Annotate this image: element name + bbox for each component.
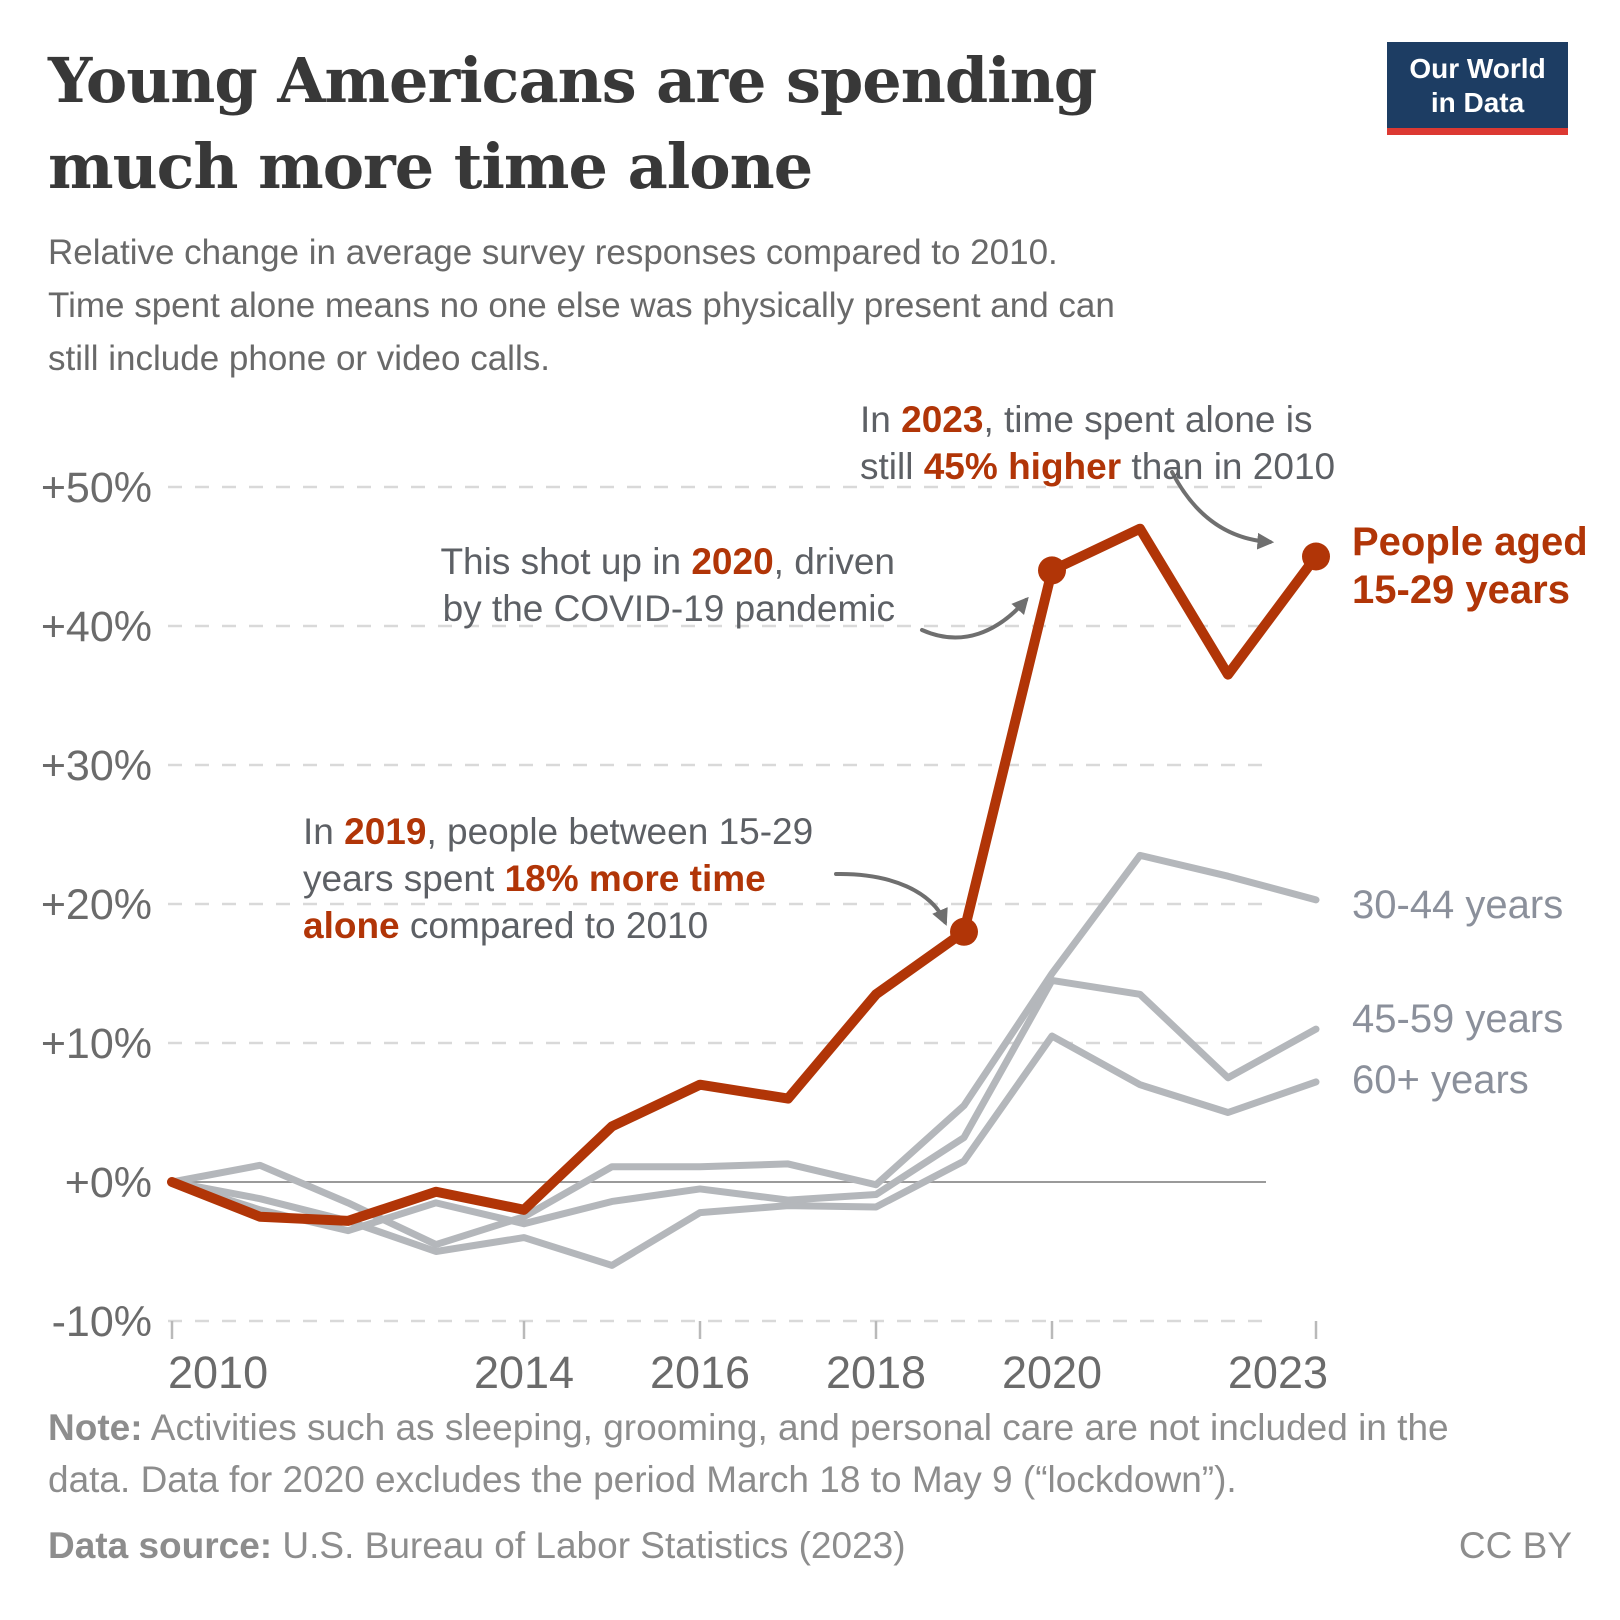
title-line-1: Young Americans are spending — [48, 44, 1097, 117]
x-tick-label-2023: 2023 — [1228, 1347, 1328, 1398]
series-label-60plus: 60+ years — [1352, 1058, 1529, 1102]
x-axis-ticks: 2010 2014 2016 2018 2020 2023 — [168, 1321, 1328, 1398]
annotation-arrows — [834, 470, 1275, 926]
emphasized-text: 2019 — [344, 811, 427, 852]
plain-text: In — [860, 399, 902, 440]
line-60-years — [168, 1032, 1320, 1269]
owid-logo: Our World in Data — [1387, 42, 1568, 135]
plain-text: than in 2010 — [1121, 446, 1336, 487]
data-point-2023 — [1302, 542, 1330, 571]
y-tick-label-+40%: +40% — [41, 603, 152, 651]
plain-text: Activities such as sleeping, grooming, a… — [48, 1407, 1449, 1500]
line-30-44-years — [168, 851, 1320, 1249]
annotation-2023: In 2023, time spent alone is still 45% h… — [860, 396, 1335, 490]
highlight-dots — [950, 542, 1330, 946]
y-tick-label--10%: -10% — [52, 1298, 152, 1346]
y-tick-label-+0%: +0% — [65, 1159, 152, 1207]
data-point-2020 — [1038, 556, 1066, 585]
series-label-15-29: People aged 15-29 years — [1352, 518, 1588, 614]
arrow-to-2020-point — [920, 596, 1029, 640]
owid-logo-line-2: in Data — [1430, 87, 1525, 118]
plain-text: This shot up in — [440, 541, 692, 582]
subtitle-line-1: Relative change in average survey respon… — [48, 233, 1058, 272]
y-tick-label-+20%: +20% — [41, 881, 152, 929]
emphasized-text: 18% more time alone — [303, 858, 766, 946]
subtitle-line-3: still include phone or video calls. — [48, 339, 550, 378]
emphasized-text: 45% higher — [923, 446, 1122, 487]
plain-text: , people between 15-29 years spent — [303, 811, 814, 899]
series-label-45-59: 45-59 years — [1352, 997, 1564, 1041]
y-tick-label-+10%: +10% — [41, 1020, 152, 1068]
x-tick-label-2020: 2020 — [1002, 1347, 1102, 1398]
subtitle-line-2: Time spent alone means no one else was p… — [48, 286, 1115, 325]
emphasized-text: 2020 — [691, 541, 774, 582]
title-line-2: much more time alone — [48, 130, 813, 203]
y-axis-labels: +50% +40% +30% +20% +10% +0% -10% — [41, 464, 152, 1346]
line-45-59-years — [168, 976, 1320, 1235]
y-tick-label-+50%: +50% — [41, 464, 152, 512]
page-title: Young Americans are spending much more t… — [48, 38, 1097, 210]
plain-text: , driven by the COVID-19 pandemic — [442, 541, 895, 629]
emphasized-text: Data source: — [48, 1525, 273, 1566]
emphasized-text: Note: — [48, 1407, 143, 1448]
plain-text: , time spent alone is still — [860, 399, 1313, 487]
line-chart: +50% +40% +30% +20% +10% +0% -10% 2010 2014 2016… — [41, 464, 1330, 1398]
x-tick-label-2014: 2014 — [474, 1347, 574, 1398]
page-subtitle: Relative change in average survey respon… — [48, 226, 1115, 385]
y-tick-label-+30%: +30% — [41, 742, 152, 790]
plain-text: U.S. Bureau of Labor Statistics (2023) — [272, 1525, 906, 1566]
data-lines — [167, 523, 1321, 1269]
arrow-to-2023-point — [1170, 470, 1275, 550]
gridlines — [168, 485, 1266, 1323]
x-tick-label-2010: 2010 — [168, 1347, 268, 1398]
annotation-2019: In 2019, people between 15-29 years spen… — [303, 808, 813, 949]
series-label-15-29-line1: People aged — [1352, 520, 1588, 564]
license-badge: CC BY — [1458, 1525, 1572, 1566]
data-point-2019 — [950, 917, 978, 946]
annotation-2020: This shot up in 2020, driven by the COVI… — [420, 538, 895, 632]
series-label-30-44: 30-44 years — [1352, 883, 1564, 927]
owid-logo-line-1: Our World — [1409, 53, 1546, 84]
series-label-15-29-line2: 15-29 years — [1352, 568, 1570, 612]
plain-text: compared to 2010 — [399, 905, 709, 946]
emphasized-text: 2023 — [901, 399, 984, 440]
x-tick-label-2016: 2016 — [650, 1347, 750, 1398]
footnote: Note: Activities such as sleeping, groom… — [48, 1402, 1528, 1506]
plain-text: In — [303, 811, 345, 852]
line-people-aged-15-29-years — [167, 523, 1321, 1226]
data-source: Data source: U.S. Bureau of Labor Statis… — [48, 1520, 1248, 1572]
x-tick-label-2018: 2018 — [826, 1347, 926, 1398]
arrow-to-2019-point — [834, 871, 948, 926]
